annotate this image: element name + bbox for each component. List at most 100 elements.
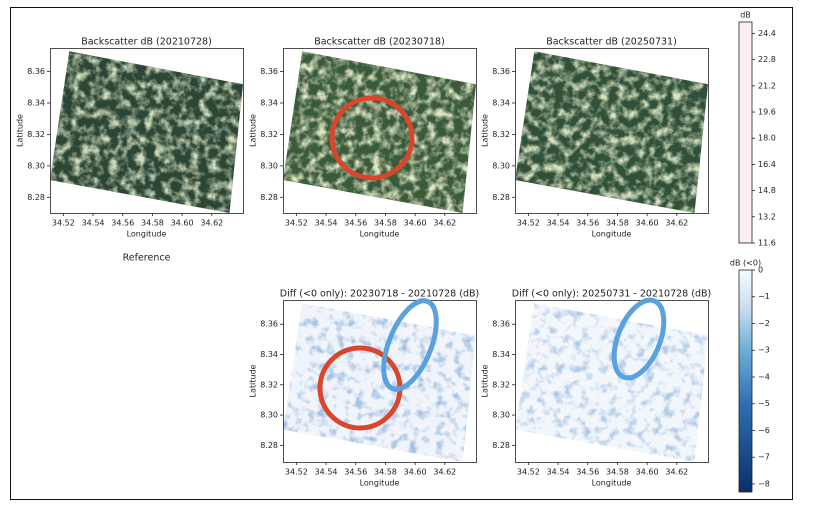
y-tick-label: 8.28 <box>27 193 45 202</box>
y-tick-label: 8.32 <box>492 130 510 139</box>
colorbar-tick-label: −7 <box>758 453 770 462</box>
colorbar-tick-label: −3 <box>758 346 770 355</box>
x-tick-label: 34.62 <box>433 468 456 477</box>
x-tick-label: 34.62 <box>433 219 456 228</box>
x-tick-label: 34.58 <box>141 219 164 228</box>
highlight-ellipse <box>381 298 439 392</box>
x-axis-label: Longitude <box>127 230 167 239</box>
y-tick-label: 8.30 <box>492 161 510 170</box>
y-axis-label: Latitude <box>16 114 25 147</box>
panel-annotation: Reference <box>123 253 171 264</box>
image-texture <box>283 51 476 213</box>
x-tick-label: 34.62 <box>200 219 223 228</box>
y-axis-label: Latitude <box>249 114 258 147</box>
x-tick-label: 34.56 <box>111 219 134 228</box>
colorbar-tick-label: 18.0 <box>758 134 776 143</box>
colorbar-tick-label: −1 <box>758 292 770 301</box>
colorbar-tick-label: 11.6 <box>758 239 776 248</box>
x-tick-label: 34.56 <box>576 468 599 477</box>
y-tick-label: 8.32 <box>27 130 45 139</box>
x-tick-label: 34.52 <box>517 468 540 477</box>
panel-title: Backscatter dB (20210728) <box>81 37 212 48</box>
y-tick-label: 8.30 <box>260 411 278 420</box>
colorbar-tick-label: 24.4 <box>758 29 776 38</box>
colorbar-tick-label: 14.8 <box>758 186 776 195</box>
y-tick-label: 8.30 <box>260 161 278 170</box>
y-tick-label: 8.34 <box>260 350 278 359</box>
y-tick-label: 8.36 <box>492 67 510 76</box>
x-tick-label: 34.58 <box>606 468 629 477</box>
image-texture <box>283 303 476 462</box>
panel-title: Backscatter dB (20230718) <box>314 37 445 48</box>
y-tick-label: 8.34 <box>27 99 45 108</box>
y-tick-label: 8.32 <box>260 130 278 139</box>
x-tick-label: 34.60 <box>404 468 427 477</box>
x-tick-label: 34.56 <box>344 468 367 477</box>
y-tick-label: 8.28 <box>492 193 510 202</box>
x-tick-label: 34.58 <box>374 468 397 477</box>
y-axis-label: Latitude <box>481 114 490 147</box>
y-tick-label: 8.32 <box>260 380 278 389</box>
y-axis-label: Latitude <box>481 364 490 397</box>
x-tick-label: 34.56 <box>344 219 367 228</box>
x-tick-label: 34.54 <box>82 219 105 228</box>
panel-title: Diff (<0 only): 20250731 - 20210728 (dB) <box>512 289 711 300</box>
y-tick-label: 8.34 <box>260 99 278 108</box>
x-tick-label: 34.60 <box>636 219 659 228</box>
colorbar-tick-label: 19.6 <box>758 108 776 117</box>
y-tick-label: 8.36 <box>260 320 278 329</box>
axes-frame <box>515 300 709 463</box>
axes-frame <box>283 300 477 463</box>
y-tick-label: 8.36 <box>260 67 278 76</box>
x-tick-label: 34.52 <box>517 219 540 228</box>
x-axis-label: Longitude <box>360 230 400 239</box>
highlight-ellipse <box>611 297 667 381</box>
axes-frame <box>50 48 244 214</box>
colorbar-tick-label: 22.8 <box>758 55 776 64</box>
x-tick-label: 34.54 <box>547 468 570 477</box>
axes-frame <box>283 48 477 214</box>
colorbar-tick-label: −6 <box>758 426 770 435</box>
x-tick-label: 34.58 <box>606 219 629 228</box>
colorbar-tick-label: 0 <box>758 266 763 275</box>
colorbar-tick-label: −8 <box>758 479 770 488</box>
colorbar-label: dB <box>740 11 751 20</box>
x-tick-label: 34.54 <box>315 468 338 477</box>
y-tick-label: 8.36 <box>492 320 510 329</box>
x-tick-label: 34.62 <box>665 219 688 228</box>
x-axis-label: Longitude <box>592 230 632 239</box>
colorbar-tick-label: 13.2 <box>758 212 776 221</box>
x-tick-label: 34.54 <box>315 219 338 228</box>
y-tick-label: 8.28 <box>260 193 278 202</box>
x-tick-label: 34.60 <box>404 219 427 228</box>
x-tick-label: 34.62 <box>665 468 688 477</box>
y-tick-label: 8.34 <box>492 350 510 359</box>
x-tick-label: 34.54 <box>547 219 570 228</box>
x-tick-label: 34.60 <box>171 219 194 228</box>
colorbar-tick-label: −2 <box>758 319 770 328</box>
x-tick-label: 34.52 <box>285 219 308 228</box>
panel-title: Backscatter dB (20250731) <box>546 37 677 48</box>
y-axis-label: Latitude <box>249 364 258 397</box>
y-tick-label: 8.30 <box>492 411 510 420</box>
colorbar-tick-label: −4 <box>758 372 770 381</box>
y-tick-label: 8.36 <box>27 67 45 76</box>
x-tick-label: 34.52 <box>52 219 75 228</box>
colorbar-label: dB (<0) <box>730 259 761 268</box>
axes-frame <box>515 48 709 214</box>
panel-title: Diff (<0 only): 20230718 - 20210728 (dB) <box>280 289 479 300</box>
y-tick-label: 8.28 <box>492 441 510 450</box>
colorbar <box>738 269 753 493</box>
colorbar <box>738 21 753 244</box>
y-tick-label: 8.34 <box>492 99 510 108</box>
colorbar-tick-label: 21.2 <box>758 81 776 90</box>
colorbar-tick-label: 16.4 <box>758 160 776 169</box>
image-texture <box>50 51 243 213</box>
highlight-circle <box>329 95 415 181</box>
x-tick-label: 34.52 <box>285 468 308 477</box>
y-tick-label: 8.32 <box>492 380 510 389</box>
x-tick-label: 34.58 <box>374 219 397 228</box>
x-tick-label: 34.60 <box>636 468 659 477</box>
colorbar-tick-label: −5 <box>758 399 770 408</box>
